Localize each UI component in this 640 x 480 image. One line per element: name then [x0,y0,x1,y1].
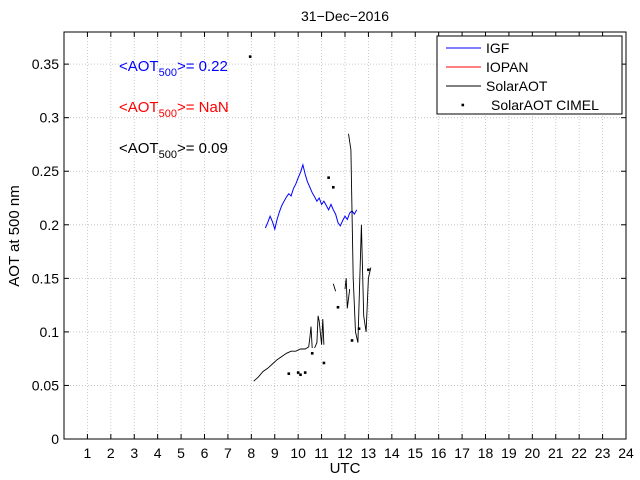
legend-items: IGF IOPAN SolarAOT SolarAOT CIMEL [446,40,599,113]
data-point [336,305,340,309]
x-tick-label: 5 [177,445,185,461]
x-tick-label: 6 [201,445,209,461]
series-solaraot-cimel [248,55,370,377]
annotation-subscript: 500 [159,149,177,161]
y-tick-label: 0.05 [32,377,59,393]
data-point [296,371,300,374]
annotation-2: <AOT500>= NaN [119,99,229,120]
x-tick-label: 11 [314,445,329,461]
annotation-subscript: 500 [159,67,177,79]
x-tick-label: 12 [337,445,353,461]
data-point [331,186,335,189]
annotation-value: >= NaN [177,99,229,116]
x-tick-label: 9 [271,445,279,461]
x-tick-label: 1 [84,445,92,461]
series-line-segment [344,278,351,309]
data-point [303,371,307,374]
annotation-value: >= 0.22 [177,58,228,75]
legend-entry-solaraot-cimel: SolarAOT CIMEL [461,97,599,113]
series-layer [248,55,372,382]
x-axis-title: UTC [330,460,361,477]
annotation-prefix: <AOT [119,99,159,116]
x-tick-label: 4 [154,445,162,461]
x-tick-label: 23 [595,445,611,461]
x-tick-label: 3 [130,445,138,461]
legend-box [436,35,623,115]
legend-entry-igf: IGF [446,40,509,56]
series-line [264,162,358,231]
data-point [248,55,252,58]
y-tick-label: 0 [51,431,59,447]
y-tick-label: 0.35 [32,56,59,72]
data-point [322,361,326,365]
data-point [299,373,302,377]
y-tick-label: 0.1 [40,324,60,340]
series-line-segment [253,326,313,382]
legend-label: SolarAOT [486,78,548,94]
series-line-segment [348,133,372,343]
legend-label: IGF [486,40,509,56]
y-tick-label: 0.3 [40,110,60,126]
data-point [357,327,361,330]
x-tick-label: 2 [107,445,115,461]
x-tick-label: 15 [407,445,423,461]
legend-entry-iopan: IOPAN [446,59,529,75]
series-igf [264,162,358,231]
annotations: <AOT500>= 0.22<AOT500>= NaN<AOT500>= 0.0… [119,58,229,161]
x-tick-label: 14 [384,445,400,461]
x-tick-label: 16 [431,445,447,461]
y-tick-label: 0.25 [32,163,59,179]
x-tick-label: 18 [478,445,494,461]
series-line-segment [332,283,337,292]
x-tick-label: 19 [501,445,517,461]
legend-label: IOPAN [486,59,529,75]
x-tick-label: 20 [525,445,541,461]
x-tick-label: 17 [454,445,470,461]
annotation-prefix: <AOT [119,140,159,157]
y-axis-title: AOT at 500 nm [6,185,23,286]
series-solaraot [253,133,372,382]
legend-label: SolarAOT CIMEL [491,97,599,113]
data-point [367,268,370,272]
legend: IGF IOPAN SolarAOT SolarAOT CIMEL [436,35,623,115]
data-point [350,339,354,342]
annotation-value: >= 0.09 [177,140,228,157]
series-line-segment [314,315,325,349]
chart-title: 31−Dec−2016 [301,8,389,24]
legend-entry-solaraot: SolarAOT [446,78,548,94]
x-tick-label: 10 [290,445,306,461]
annotation-prefix: <AOT [119,58,159,75]
x-tick-label: 7 [224,445,232,461]
data-point [287,372,291,375]
y-tick-label: 0.2 [40,217,60,233]
x-tick-label: 22 [571,445,587,461]
legend-swatch [461,103,465,107]
annotation-3: <AOT500>= 0.09 [119,140,228,161]
x-tick-label: 8 [247,445,255,461]
x-tick-label: 24 [618,445,634,461]
x-tick-label: 21 [548,445,564,461]
x-tick-label: 13 [361,445,377,461]
annotation-1: <AOT500>= 0.22 [119,58,228,79]
data-point [327,176,330,179]
ticks: 1 2 3 4 5 6 7 8 9 10 11 12 13 14 15 16 17 18 19 20 21 22 23 240… [32,32,634,461]
annotation-subscript: 500 [159,108,177,120]
y-tick-label: 0.15 [32,270,59,286]
data-point [310,352,314,355]
